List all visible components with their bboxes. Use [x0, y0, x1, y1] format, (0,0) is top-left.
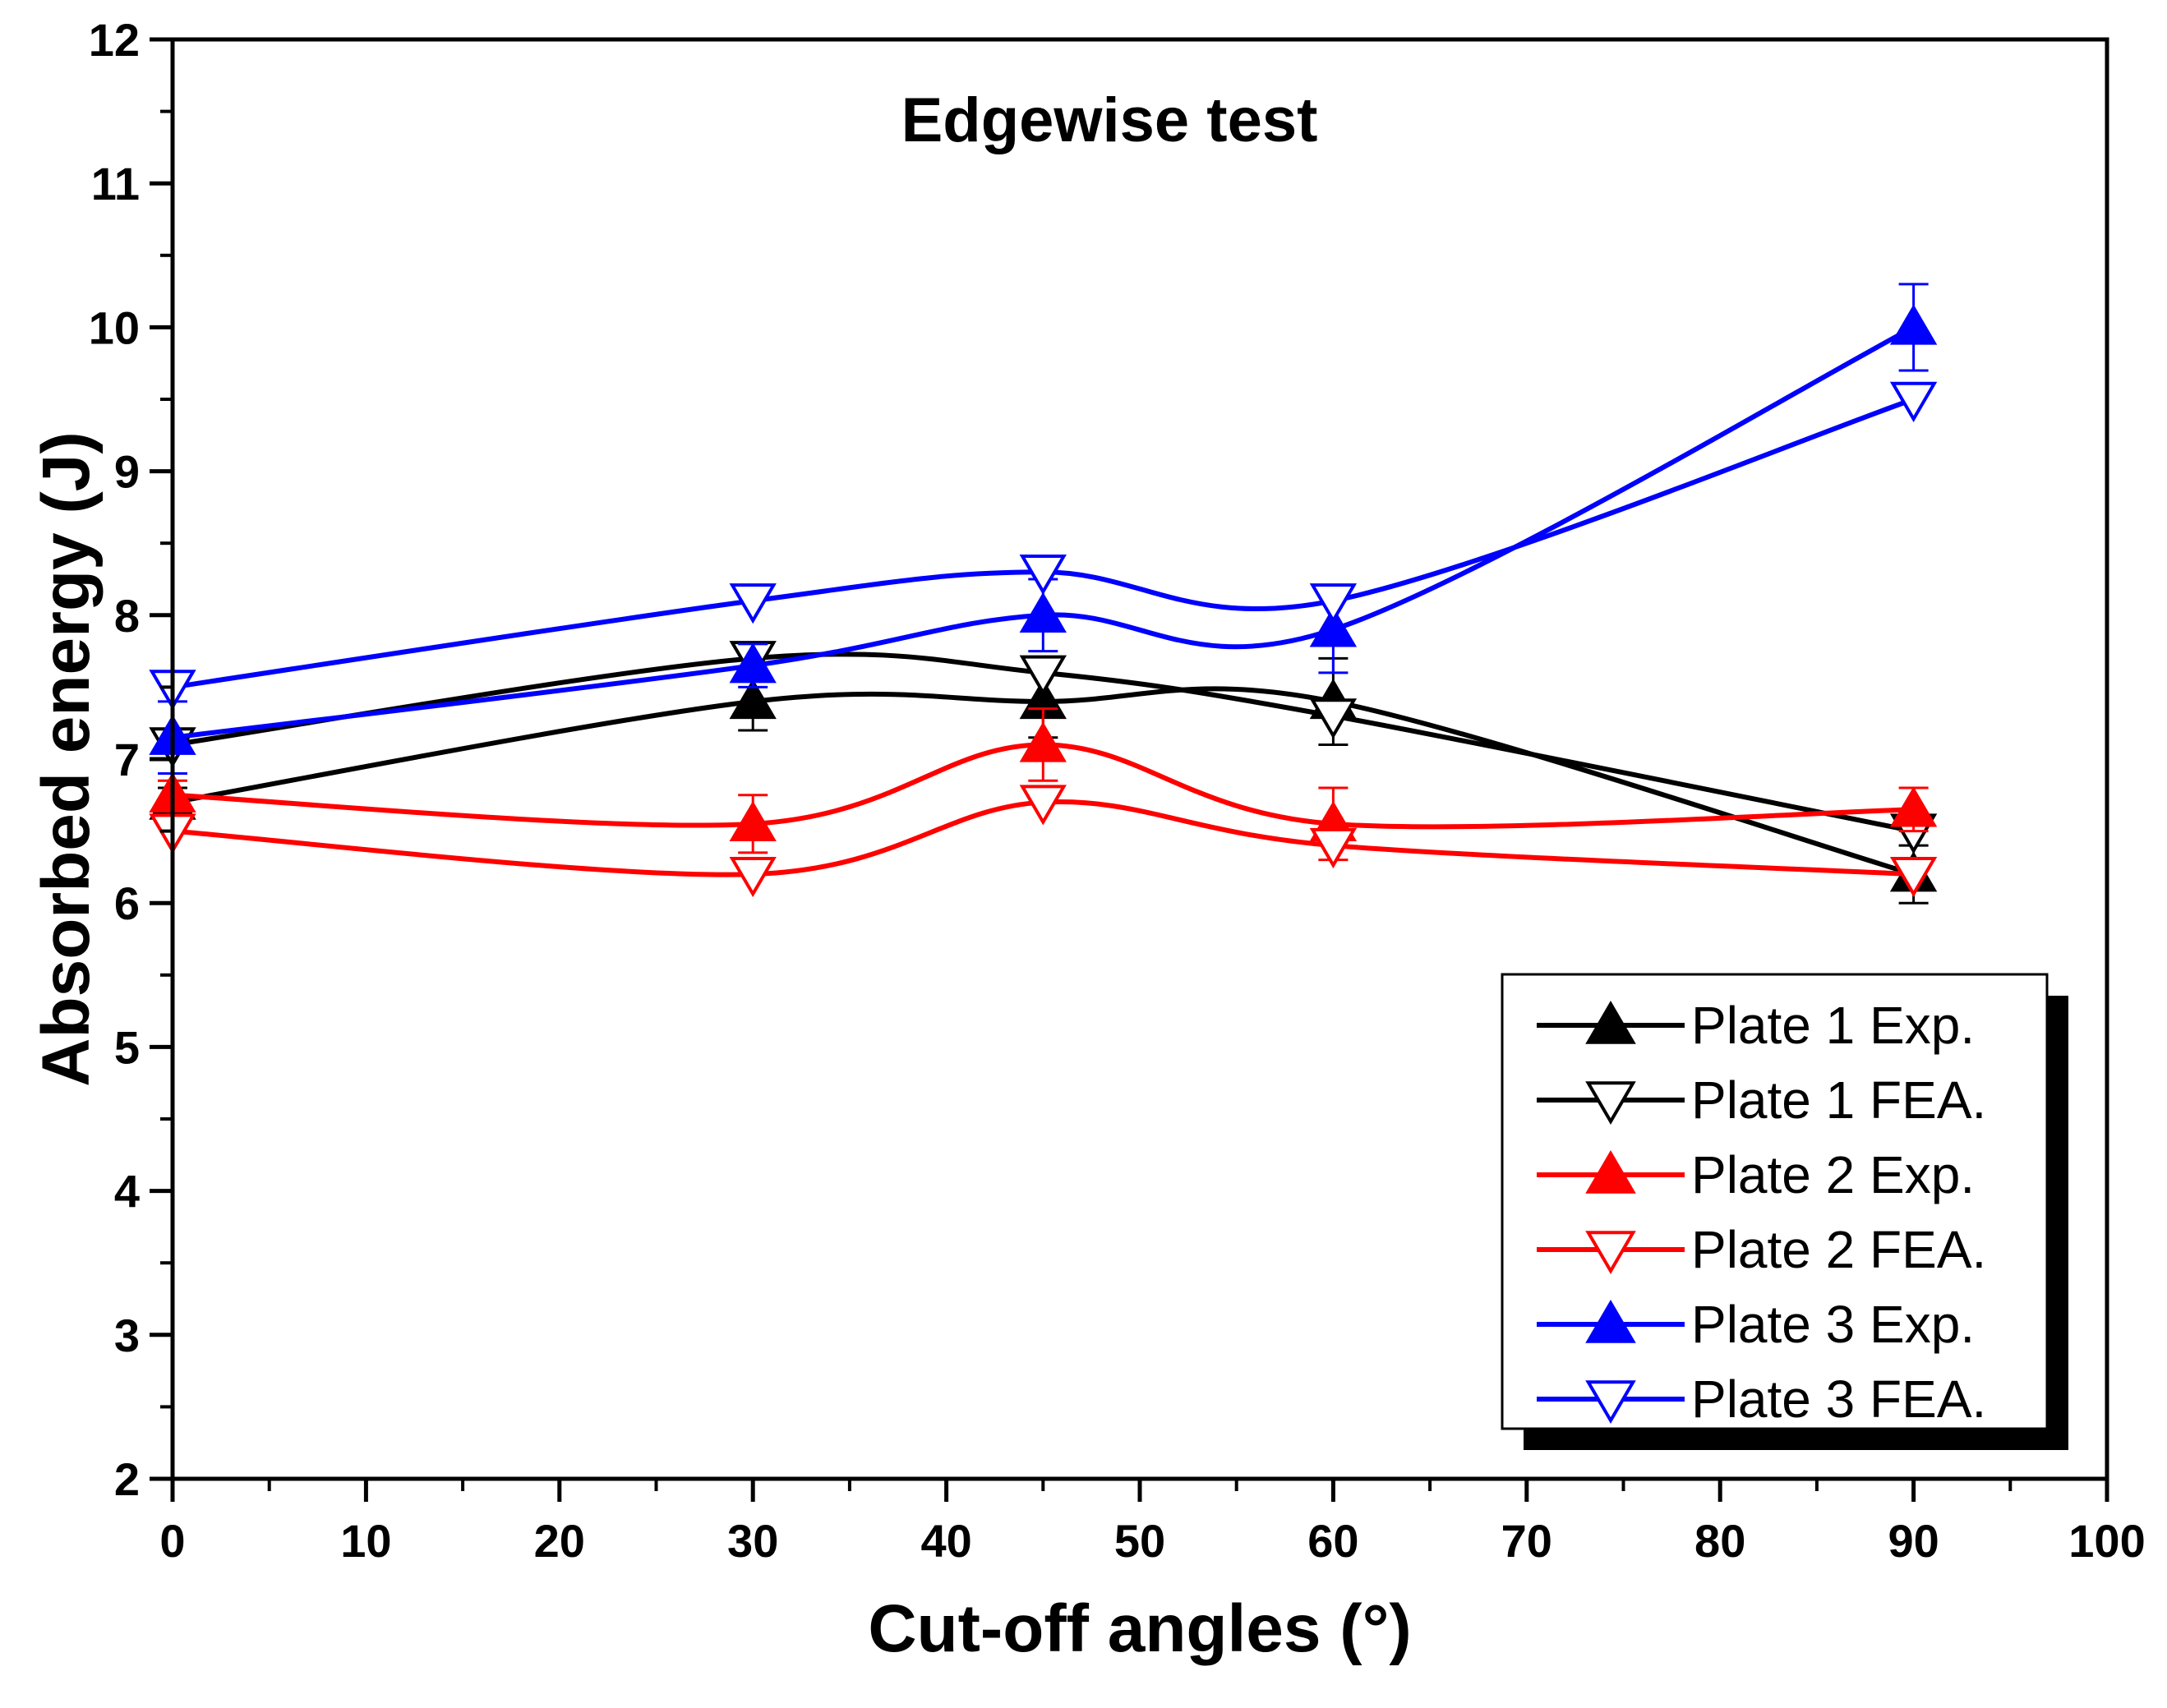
legend-label: Plate 3 FEA. [1691, 1370, 1986, 1429]
data-point-plate-2-fea [1889, 856, 1938, 898]
legend-label: Plate 1 Exp. [1691, 996, 1975, 1055]
y-tick-label: 7 [114, 734, 140, 785]
y-tick-label: 4 [114, 1166, 140, 1218]
data-point-plate-3-exp [729, 642, 777, 684]
x-axis-title: Cut-off angles (°) [868, 1591, 1411, 1666]
data-point-plate-2-fea [1309, 827, 1358, 869]
chart-title: Edgewise test [901, 85, 1318, 155]
legend-item-plate-1-fea: Plate 1 FEA. [1537, 1070, 1986, 1130]
y-tick-label: 9 [114, 446, 140, 498]
x-tick-label: 40 [920, 1515, 971, 1567]
data-point-plate-1-fea [1019, 655, 1067, 696]
legend-item-plate-2-fea: Plate 2 FEA. [1537, 1220, 1986, 1279]
data-point-plate-2-exp [1889, 786, 1938, 827]
data-point-plate-2-fea [729, 856, 777, 898]
y-tick-label: 8 [114, 590, 140, 642]
legend-item-plate-3-exp: Plate 3 Exp. [1537, 1295, 1975, 1354]
y-tick-label: 12 [89, 14, 140, 66]
y-tick-label: 10 [89, 302, 140, 353]
data-point-plate-1-fea [1309, 698, 1358, 739]
y-tick-label: 11 [91, 158, 140, 209]
data-point-plate-3-fea [1309, 583, 1358, 624]
legend-marker [1585, 1150, 1636, 1194]
x-tick-label: 30 [727, 1515, 778, 1567]
series-plate-2-exp [149, 707, 1938, 862]
x-tick-label: 0 [159, 1515, 185, 1567]
legend-box [1501, 973, 2049, 1430]
y-tick-label: 2 [114, 1453, 140, 1505]
data-point-plate-2-exp [729, 800, 777, 842]
x-tick-label: 20 [534, 1515, 585, 1567]
x-tick-label: 60 [1307, 1515, 1358, 1567]
data-point-plate-3-exp [1309, 606, 1358, 647]
y-axis-title: Absorbed energy (J) [29, 431, 104, 1086]
legend-label: Plate 2 Exp. [1691, 1145, 1975, 1204]
y-tick-label: 3 [114, 1310, 140, 1361]
data-point-plate-2-exp [1019, 721, 1067, 762]
legend-item-plate-2-exp: Plate 2 Exp. [1537, 1145, 1975, 1204]
legend-label: Plate 2 FEA. [1691, 1220, 1986, 1279]
legend-label: Plate 1 FEA. [1691, 1070, 1986, 1130]
data-point-plate-3-fea [1019, 555, 1067, 596]
legend-item-plate-3-fea: Plate 3 FEA. [1537, 1370, 1986, 1429]
legend-marker [1585, 1001, 1636, 1044]
y-tick-label: 5 [114, 1021, 140, 1073]
x-tick-label: 80 [1694, 1515, 1745, 1567]
y-tick-label: 6 [114, 877, 140, 929]
x-tick-label: 50 [1114, 1515, 1165, 1567]
legend-marker [1585, 1081, 1636, 1125]
legend-marker [1585, 1300, 1636, 1343]
series-layer [149, 283, 1938, 905]
axis-ticks: 0 10 20 30 40 50 60 70 80 90 100 2 3 4 5 6 7 8 9 10 11 12 [89, 14, 2146, 1567]
data-point-plate-3-fea [729, 583, 777, 624]
legend: Plate 1 Exp. Plate 1 FEA. Plate 2 Exp. Plat… [1501, 973, 2068, 1450]
data-point-plate-2-fea [1019, 785, 1067, 826]
data-point-plate-3-fea [1889, 381, 1938, 422]
legend-item-plate-1-exp: Plate 1 Exp. [1537, 996, 1975, 1055]
x-tick-label: 10 [340, 1515, 391, 1567]
data-point-plate-1-exp [729, 678, 777, 720]
legend-marker [1585, 1380, 1636, 1424]
x-tick-label: 70 [1501, 1515, 1552, 1567]
x-tick-label: 100 [2068, 1515, 2145, 1567]
legend-label: Plate 3 Exp. [1691, 1295, 1975, 1354]
x-tick-label: 90 [1888, 1515, 1939, 1567]
data-point-plate-3-exp [1019, 592, 1067, 633]
series-plate-2-fea [149, 785, 1938, 898]
legend-marker [1585, 1231, 1636, 1274]
data-point-plate-3-exp [1889, 304, 1938, 345]
